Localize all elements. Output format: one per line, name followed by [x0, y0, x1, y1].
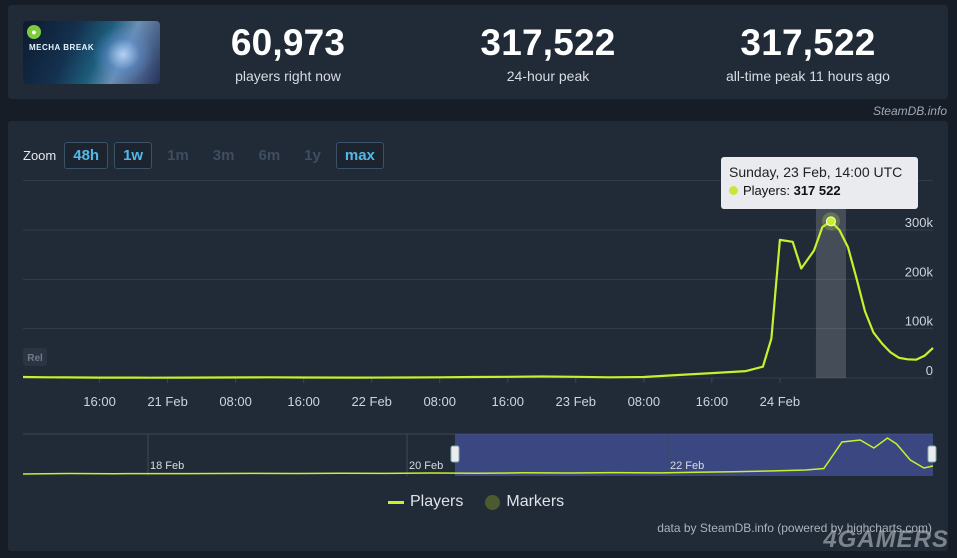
hover-point: [825, 216, 836, 227]
players-series-line: [22, 220, 934, 379]
x-tick-label: 08:00: [628, 394, 661, 409]
zoom-48h-button[interactable]: 48h: [64, 141, 109, 169]
peak24-label: 24-hour peak: [506, 68, 590, 84]
stat-players-now: 60,973 players right now: [208, 22, 368, 85]
peak24-value: 317,522: [480, 22, 616, 63]
tooltip-value: 317 522: [793, 183, 841, 198]
navigator-label: 18 Feb: [150, 460, 184, 472]
zoom-max-button[interactable]: max: [335, 141, 384, 169]
x-tick-label: 24 Feb: [760, 394, 800, 409]
x-tick-label: 16:00: [491, 394, 524, 409]
tooltip-series-label: Players:: [743, 183, 790, 198]
players-legend-line-icon: [388, 500, 404, 504]
legend-markers[interactable]: Markers: [506, 493, 565, 510]
chart-legend: Players Markers: [388, 493, 564, 511]
zoom-6m-button[interactable]: 6m: [258, 146, 281, 164]
navigator-series-line: [22, 437, 934, 475]
x-tick-label: 16:00: [83, 394, 116, 409]
markers-legend-dot-icon: [485, 494, 501, 510]
zoom-3m-button[interactable]: 3m: [212, 146, 235, 164]
alltime-value: 317,522: [740, 22, 876, 63]
stat-24h-peak: 317,522 24-hour peak: [463, 22, 633, 85]
y-tick-label: 300k: [905, 215, 934, 230]
badge-icon: ●: [27, 25, 41, 39]
navigator-label: 20 Feb: [409, 460, 443, 472]
y-tick-label: 200k: [905, 264, 934, 279]
chart-panel: Zoom 48h 1w 1m 3m 6m 1y max 0 100k 200k 300…: [8, 121, 948, 551]
data-credit[interactable]: data by SteamDB.info (powered by highcha…: [657, 521, 932, 535]
x-tick-label: 16:00: [287, 394, 320, 409]
zoom-controls: Zoom 48h 1w 1m 3m 6m 1y max: [23, 141, 390, 169]
zoom-1w-button[interactable]: 1w: [114, 141, 153, 169]
x-tick-label: 08:00: [423, 394, 456, 409]
legend-players[interactable]: Players: [410, 493, 464, 510]
x-tick-label: 08:00: [219, 394, 252, 409]
tooltip-series-dot-icon: [729, 186, 738, 195]
navigator-label: 22 Feb: [670, 460, 704, 472]
stat-alltime-peak: 317,522 all-time peak 11 hours ago: [708, 22, 908, 85]
y-tick-label: 0: [926, 363, 933, 378]
tooltip-title: Sunday, 23 Feb, 14:00 UTC: [729, 164, 903, 180]
x-tick-label: 21 Feb: [147, 394, 187, 409]
stats-panel: ● MECHA BREAK 60,973 players right now 3…: [8, 5, 948, 99]
navigator-handle[interactable]: [450, 445, 460, 463]
steamdb-credit-link[interactable]: SteamDB.info: [872, 104, 947, 118]
x-tick-label: 22 Feb: [351, 394, 391, 409]
alltime-label: all-time peak 11 hours ago: [726, 68, 890, 84]
rel-button[interactable]: [23, 348, 47, 366]
tooltip-row: Players: 317 522: [729, 183, 910, 198]
navigator-handle[interactable]: [927, 445, 937, 463]
x-tick-label: 23 Feb: [556, 394, 596, 409]
logo-text: MECHA BREAK: [29, 43, 95, 52]
players-now-label: players right now: [235, 68, 341, 84]
players-now-value: 60,973: [230, 22, 346, 63]
watermark-logo: 4GAMERS: [823, 526, 949, 553]
zoom-1y-button[interactable]: 1y: [304, 146, 321, 164]
game-logo[interactable]: ● MECHA BREAK: [23, 21, 160, 84]
logo-art: [93, 27, 153, 82]
y-tick-label: 100k: [905, 314, 934, 329]
rel-label: Rel: [27, 353, 43, 364]
zoom-1m-button[interactable]: 1m: [167, 146, 189, 164]
player-chart[interactable]: 0 100k 200k 300k 16:00 21 Feb 08:00 16:00 22 Feb…: [8, 121, 948, 551]
x-tick-label: 16:00: [696, 394, 729, 409]
chart-tooltip: Sunday, 23 Feb, 14:00 UTC Players: 317 5…: [721, 157, 918, 209]
zoom-label: Zoom: [23, 147, 57, 163]
